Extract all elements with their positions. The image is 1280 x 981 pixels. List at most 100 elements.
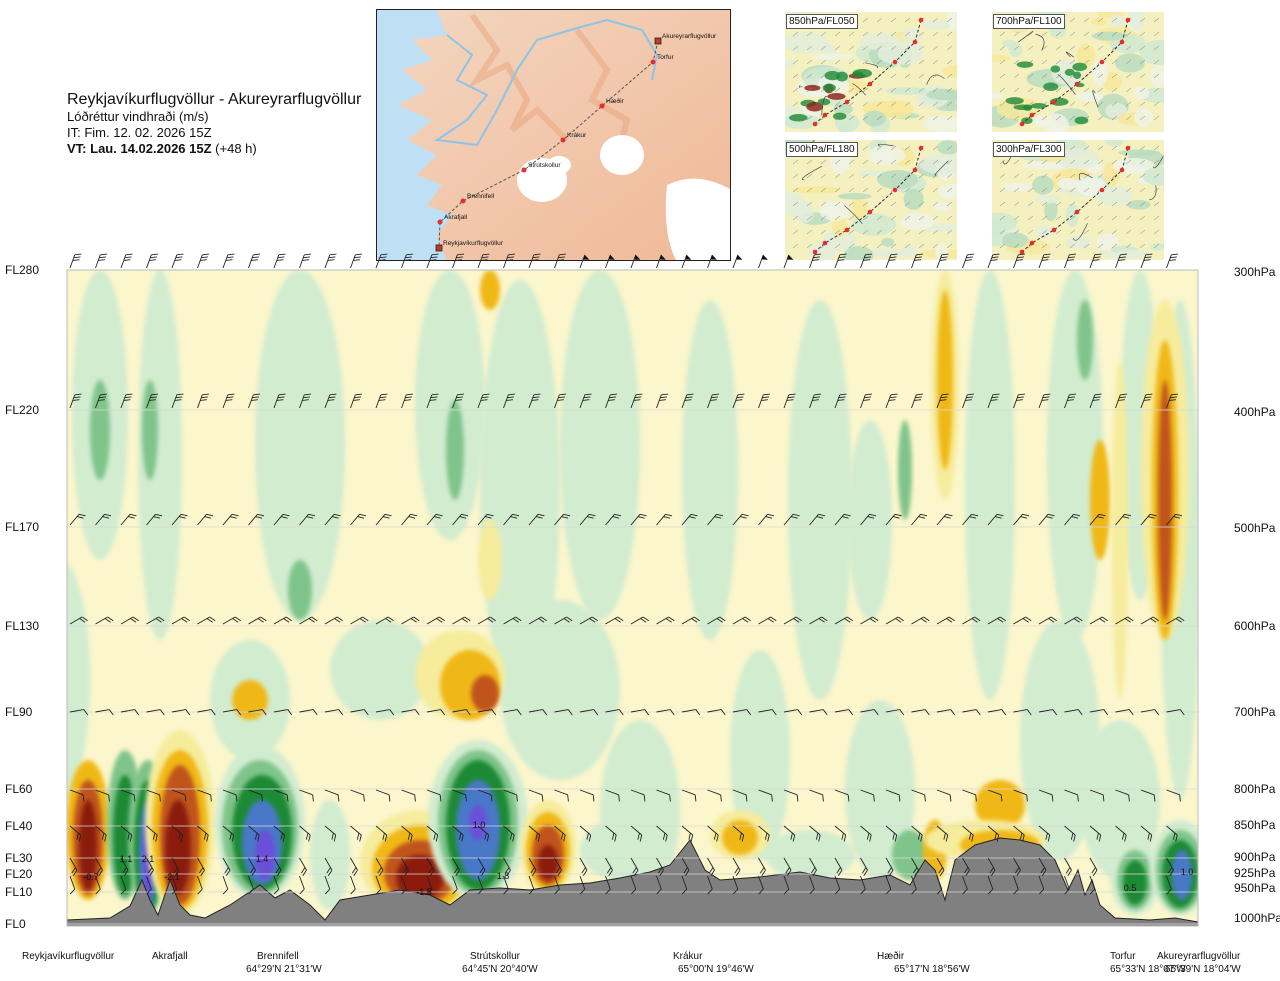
velocity-contour	[532, 825, 564, 885]
wind-barb	[248, 857, 256, 876]
wind-barb	[1013, 857, 1021, 876]
wind-barb	[503, 616, 522, 625]
map-wind-barb	[1069, 17, 1076, 23]
wind-barb	[1038, 825, 1051, 842]
wind-barb	[299, 825, 311, 842]
wind-barb	[222, 253, 235, 269]
map-wind-barb	[792, 45, 799, 51]
map-wind-barb	[876, 159, 883, 165]
wind-barb	[69, 253, 82, 269]
level-map-700[interactable]: 700hPa/FL100	[992, 12, 1164, 132]
field-patch	[792, 186, 841, 194]
waypoint-marker	[867, 81, 873, 87]
map-wind-barb	[918, 159, 925, 165]
velocity-contour	[923, 820, 947, 880]
map-wind-barb	[1125, 45, 1132, 51]
velocity-contour	[360, 810, 480, 915]
waypoint-marker[interactable]	[521, 167, 527, 173]
map-wind-barb	[820, 45, 827, 51]
wind-barb	[503, 513, 520, 526]
coastline	[1057, 74, 1076, 95]
map-wind-barb	[1027, 173, 1034, 179]
wind-barb	[146, 875, 152, 895]
level-label-left: FL280	[5, 263, 40, 277]
waypoint-marker[interactable]	[650, 59, 656, 65]
map-wind-barb	[904, 73, 911, 79]
map-wind-barb	[904, 45, 911, 51]
level-map-500[interactable]: 500hPa/FL180	[785, 140, 957, 260]
wind-barb	[758, 616, 777, 625]
velocity-contour	[480, 270, 500, 310]
wind-barb	[707, 875, 713, 895]
wind-barb	[1166, 616, 1185, 625]
map-wind-barb	[946, 187, 953, 193]
wind-barb	[299, 875, 305, 895]
wind-barb	[324, 709, 344, 716]
level-label-right: 700hPa	[1234, 705, 1276, 719]
wind-barb	[656, 825, 668, 842]
level-map-850[interactable]: 850hPa/FL050	[785, 12, 957, 132]
velocity-contour	[526, 812, 570, 890]
map-wind-barb	[792, 215, 799, 221]
wind-barb	[426, 825, 439, 842]
terrain-area	[67, 837, 1198, 926]
field-patch	[1129, 12, 1145, 31]
field-patch	[1091, 17, 1107, 26]
field-patch	[1021, 117, 1033, 124]
airport-marker[interactable]	[654, 37, 662, 45]
wind-barb	[350, 393, 363, 409]
wind-barb	[936, 857, 945, 876]
wind-barb	[528, 875, 535, 895]
map-wind-barb	[806, 201, 813, 207]
wind-barb	[273, 253, 286, 269]
wind-barb	[809, 709, 828, 716]
map-wind-barb	[834, 45, 841, 51]
map-wind-barb	[806, 243, 813, 249]
coastline	[877, 143, 894, 147]
value-label: -2.1	[164, 872, 180, 882]
wind-barb	[911, 616, 930, 625]
velocity-contour	[480, 280, 560, 700]
waypoint-marker	[1074, 209, 1080, 215]
map-wind-barb	[932, 159, 939, 165]
level-map-300[interactable]: 300hPa/FL300	[992, 140, 1164, 260]
map-wind-barb	[1069, 159, 1076, 165]
map-wind-barb	[1013, 73, 1020, 79]
wind-barb	[987, 825, 1000, 842]
wind-barb	[120, 857, 129, 876]
wind-barb	[146, 857, 154, 876]
map-wind-barb	[1153, 173, 1160, 179]
wind-barb	[732, 254, 743, 269]
route-map[interactable]: Akureyrarflugvöllur Torfur Hæðir Krákur Strú…	[376, 9, 731, 261]
wind-barb	[120, 709, 140, 716]
wind-barb	[656, 513, 673, 526]
wind-barb	[273, 709, 293, 716]
map-wind-barb	[876, 45, 883, 51]
level-map-label: 500hPa/FL180	[786, 142, 858, 157]
wind-barb	[375, 875, 382, 895]
wind-barb	[477, 875, 484, 895]
wind-barb	[171, 857, 180, 876]
wind-barb	[860, 393, 873, 409]
velocity-contour	[90, 380, 110, 480]
map-wind-barb	[1069, 101, 1076, 107]
wind-barb	[69, 789, 85, 802]
map-wind-barb	[1041, 31, 1048, 37]
map-wind-barb	[1013, 115, 1020, 121]
field-patch	[1044, 200, 1058, 222]
map-wind-barb	[1111, 159, 1118, 165]
waypoint-marker	[1019, 249, 1025, 255]
waypoint-marker	[867, 209, 873, 215]
wind-barb	[222, 825, 235, 842]
waypoint-marker[interactable]	[599, 103, 605, 109]
map-wind-barb	[890, 229, 897, 235]
wind-barb	[1064, 513, 1081, 526]
airport-marker[interactable]	[435, 244, 443, 252]
map-wind-barb	[1097, 173, 1104, 179]
waypoint-marker[interactable]	[460, 198, 466, 204]
river-inlets	[434, 18, 659, 147]
map-wind-barb	[1055, 59, 1062, 65]
waypoint-marker[interactable]	[560, 137, 566, 143]
field-patch	[1150, 243, 1164, 251]
waypoint-marker[interactable]	[437, 219, 443, 225]
